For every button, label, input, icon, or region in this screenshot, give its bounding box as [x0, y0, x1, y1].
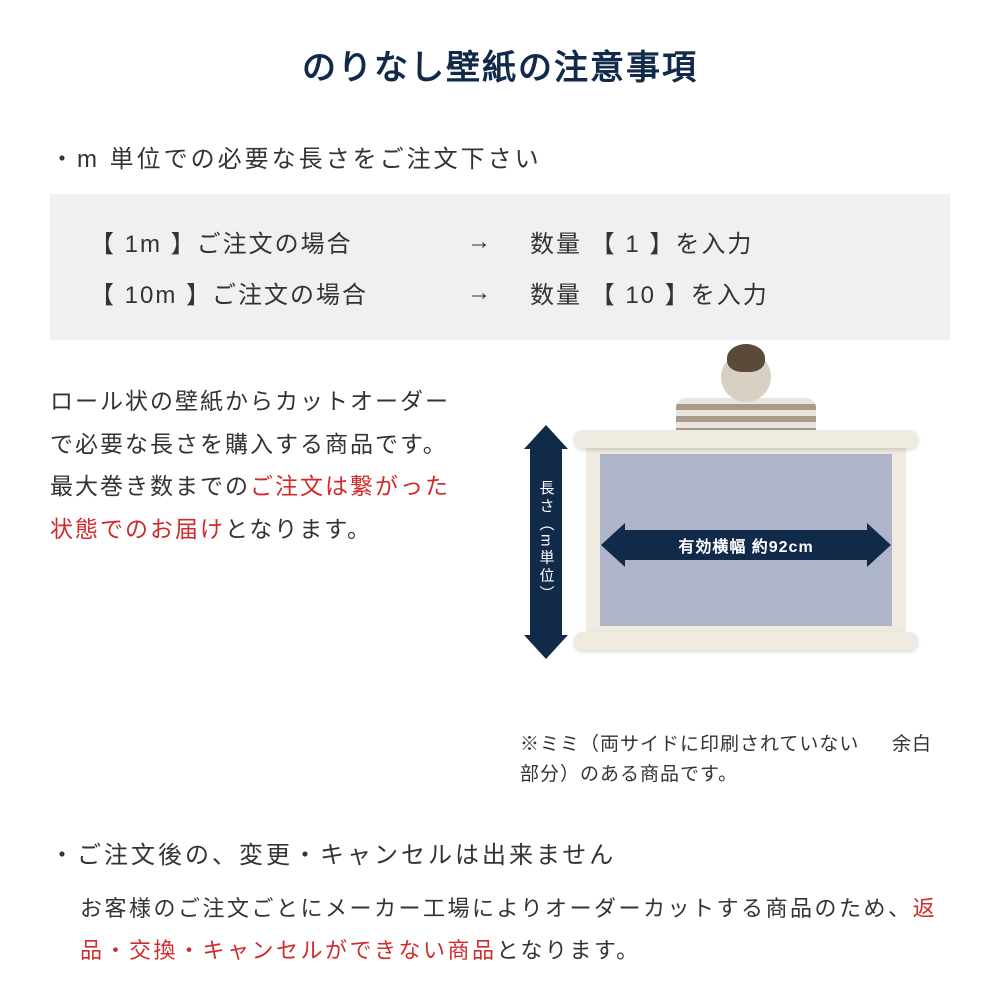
order-row: 【 1m 】ご注文の場合 → 数量 【 1 】を入力	[90, 216, 910, 267]
section2-bullet: ・ご注文後の、変更・キャンセルは出来ません	[50, 835, 950, 870]
person-illustration	[676, 352, 816, 438]
section1-bullet: ・m 単位での必要な長さをご注文下さい	[50, 139, 950, 174]
mimi-note: ※ミミ（両サイドに印刷されていない 余白部分）のある商品です。	[520, 730, 950, 791]
cancel-pre: お客様のご注文ごとにメーカー工場によりオーダーカットする商品のため、	[80, 896, 913, 921]
description-text: ロール状の壁紙からカットオーダーで必要な長さを購入する商品です。最大巻き数までの…	[50, 380, 456, 550]
arrow-icon: →	[460, 279, 500, 307]
order-left: 【 10m 】ご注文の場合	[90, 275, 430, 310]
mid-section: ロール状の壁紙からカットオーダーで必要な長さを購入する商品です。最大巻き数までの…	[50, 380, 950, 700]
order-quantity-box: 【 1m 】ご注文の場合 → 数量 【 1 】を入力 【 10m 】ご注文の場合…	[50, 194, 950, 340]
order-left: 【 1m 】ご注文の場合	[90, 224, 430, 259]
page-title: のりなし壁紙の注意事項	[50, 40, 950, 89]
order-right: 数量 【 1 】を入力	[530, 224, 910, 259]
cancel-post: となります。	[497, 938, 641, 963]
length-label: 長さ（m単位）	[530, 449, 562, 635]
length-arrow: 長さ（m単位）	[524, 425, 568, 659]
order-right: 数量 【 10 】を入力	[530, 275, 910, 310]
desc-post: となります。	[225, 516, 372, 542]
cancel-body: お客様のご注文ごとにメーカー工場によりオーダーカットする商品のため、返品・交換・…	[50, 888, 950, 972]
arrow-icon: →	[460, 228, 500, 256]
width-label: 有効横幅 約92cm	[625, 530, 867, 560]
order-row: 【 10m 】ご注文の場合 → 数量 【 10 】を入力	[90, 267, 910, 318]
wallpaper-diagram: 長さ（m単位） 有効横幅 約92cm	[486, 380, 950, 700]
width-arrow: 有効横幅 約92cm	[601, 525, 891, 565]
